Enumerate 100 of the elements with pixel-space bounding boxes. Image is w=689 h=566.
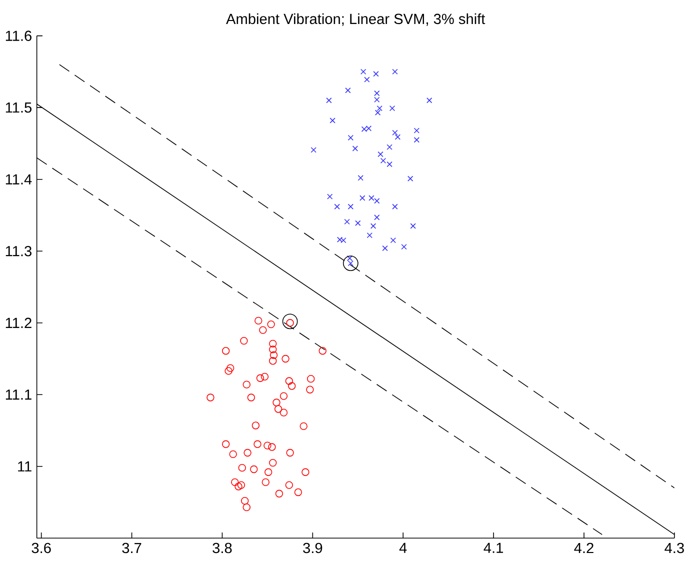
point	[330, 118, 336, 124]
x-tick-label: 3.8	[212, 542, 232, 554]
point	[256, 374, 264, 382]
point	[352, 146, 358, 152]
point	[386, 161, 392, 168]
point	[250, 465, 258, 474]
point	[394, 134, 401, 140]
point	[282, 354, 290, 363]
point	[374, 110, 381, 116]
point	[392, 204, 398, 210]
point	[240, 496, 249, 505]
y-tick-label: 11.2	[6, 318, 32, 328]
point	[254, 440, 262, 448]
point	[270, 351, 278, 360]
point	[268, 443, 276, 451]
point	[382, 245, 388, 252]
point	[401, 244, 407, 250]
point	[234, 482, 242, 490]
point	[327, 194, 333, 200]
point	[344, 218, 350, 225]
y-tick-label: 11.5	[6, 102, 32, 113]
point	[274, 405, 282, 413]
point	[318, 347, 326, 355]
point	[373, 71, 379, 77]
point	[244, 448, 252, 457]
point	[231, 478, 239, 486]
point	[237, 481, 246, 489]
x-tick-label: 3.7	[122, 542, 142, 554]
point	[392, 68, 398, 75]
point	[285, 377, 293, 385]
point	[348, 204, 354, 210]
x-tick-label: 3.6	[32, 542, 51, 554]
chart-title: Ambient Vibration; Linear SVM, 3% shift	[226, 13, 486, 26]
point	[380, 158, 386, 164]
point	[326, 98, 332, 104]
point	[269, 357, 277, 365]
point	[340, 238, 346, 244]
point	[376, 105, 382, 112]
point	[426, 98, 432, 104]
x-tick-label: 4	[399, 542, 407, 553]
y-tick-label: 11.3	[6, 246, 32, 256]
point	[368, 195, 374, 201]
point	[345, 88, 351, 94]
point	[226, 364, 234, 372]
point	[390, 238, 396, 244]
point	[269, 346, 277, 354]
point	[336, 236, 343, 242]
x-tick-label: 4.1	[484, 542, 503, 553]
point	[358, 175, 364, 181]
point	[342, 256, 358, 271]
point	[285, 481, 293, 489]
point	[374, 96, 380, 103]
point	[267, 320, 275, 328]
point	[286, 448, 294, 457]
point	[269, 458, 277, 467]
point	[294, 488, 302, 496]
point	[374, 214, 380, 220]
point	[334, 204, 340, 210]
y-tick-label: 11.4	[6, 174, 32, 184]
point	[374, 90, 380, 96]
x-tick-label: 4.2	[574, 542, 594, 554]
point	[410, 223, 416, 229]
point	[414, 137, 420, 143]
point	[262, 478, 270, 486]
point	[360, 195, 366, 201]
point	[288, 382, 296, 390]
point	[264, 468, 272, 476]
point	[275, 490, 284, 498]
point	[355, 220, 361, 226]
point	[222, 440, 230, 448]
point	[282, 314, 298, 330]
point	[378, 151, 384, 158]
point	[374, 198, 380, 204]
point	[222, 347, 230, 355]
point	[252, 422, 260, 430]
point	[302, 468, 310, 476]
point	[242, 380, 250, 388]
point	[240, 336, 248, 345]
point	[386, 144, 392, 150]
point	[392, 130, 398, 136]
point	[272, 398, 280, 406]
point	[366, 232, 372, 238]
point	[259, 326, 267, 334]
point	[206, 394, 214, 402]
y-tick-label: 11.1	[6, 390, 32, 400]
point	[306, 386, 314, 394]
point	[224, 367, 232, 375]
point	[238, 464, 246, 472]
point	[254, 316, 262, 325]
x-tick-label: 3.9	[303, 542, 322, 554]
point	[247, 394, 256, 402]
point	[348, 134, 354, 141]
point	[364, 76, 370, 82]
point	[370, 223, 376, 229]
point	[389, 105, 396, 112]
point	[260, 372, 269, 381]
point	[346, 255, 353, 262]
point	[360, 68, 366, 75]
y-tick-label: 11.6	[6, 30, 32, 41]
point	[269, 340, 277, 348]
